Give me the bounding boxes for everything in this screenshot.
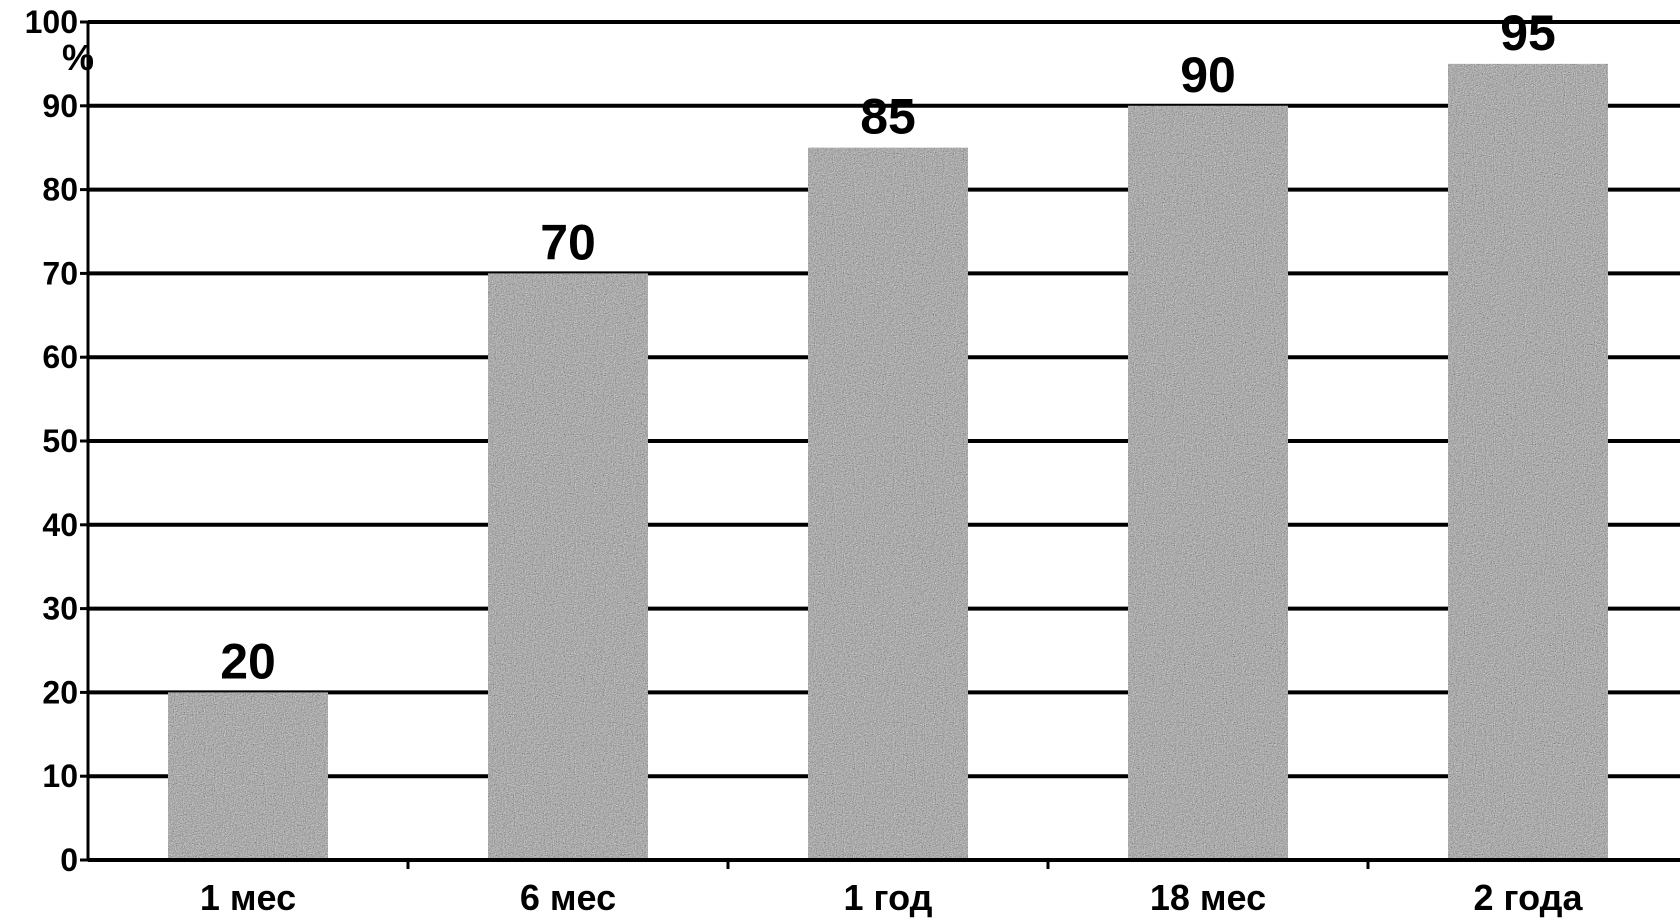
axes: [80, 20, 1680, 869]
y-tick-label-10: 10: [42, 758, 78, 794]
y-tick-label-20: 20: [42, 674, 78, 710]
bar-4: [1128, 105, 1288, 861]
bar-texture-1: [168, 692, 328, 860]
bar-3: [808, 147, 968, 860]
bars: [168, 63, 1608, 861]
data-label-4: 90: [1180, 47, 1236, 103]
bar-texture-5: [1448, 63, 1608, 860]
data-label-2: 70: [540, 214, 596, 270]
y-tick-label-70: 70: [42, 255, 78, 291]
y-tick-label-50: 50: [42, 423, 78, 459]
y-tick-label-80: 80: [42, 172, 78, 208]
bar-1: [168, 692, 328, 860]
y-tick-label-60: 60: [42, 339, 78, 375]
x-category-label-2: 6 мес: [520, 877, 616, 918]
y-axis-unit-label: %: [62, 37, 94, 78]
data-label-3: 85: [860, 89, 916, 145]
data-label-1: 20: [220, 633, 276, 689]
y-tick-label-30: 30: [42, 591, 78, 627]
y-tick-label-0: 0: [60, 842, 78, 878]
bar-2: [488, 273, 648, 860]
data-label-5: 95: [1500, 5, 1556, 61]
x-category-label-5: 2 года: [1474, 877, 1584, 918]
y-tick-label-90: 90: [42, 88, 78, 124]
y-tick-label-100: 100: [25, 4, 78, 40]
x-category-label-3: 1 год: [844, 877, 933, 918]
y-tick-label-40: 40: [42, 507, 78, 543]
labels: 0 10 20 30 40 50 60 70 80 90 100 1 мес 20 6 мес 70 1 го…: [25, 4, 1584, 918]
bar-texture-3: [808, 147, 968, 860]
x-category-label-1: 1 мес: [200, 877, 296, 918]
bar-5: [1448, 63, 1608, 860]
bar-texture-2: [488, 273, 648, 860]
bar-texture-4: [1128, 105, 1288, 861]
x-category-label-4: 18 мес: [1150, 877, 1266, 918]
